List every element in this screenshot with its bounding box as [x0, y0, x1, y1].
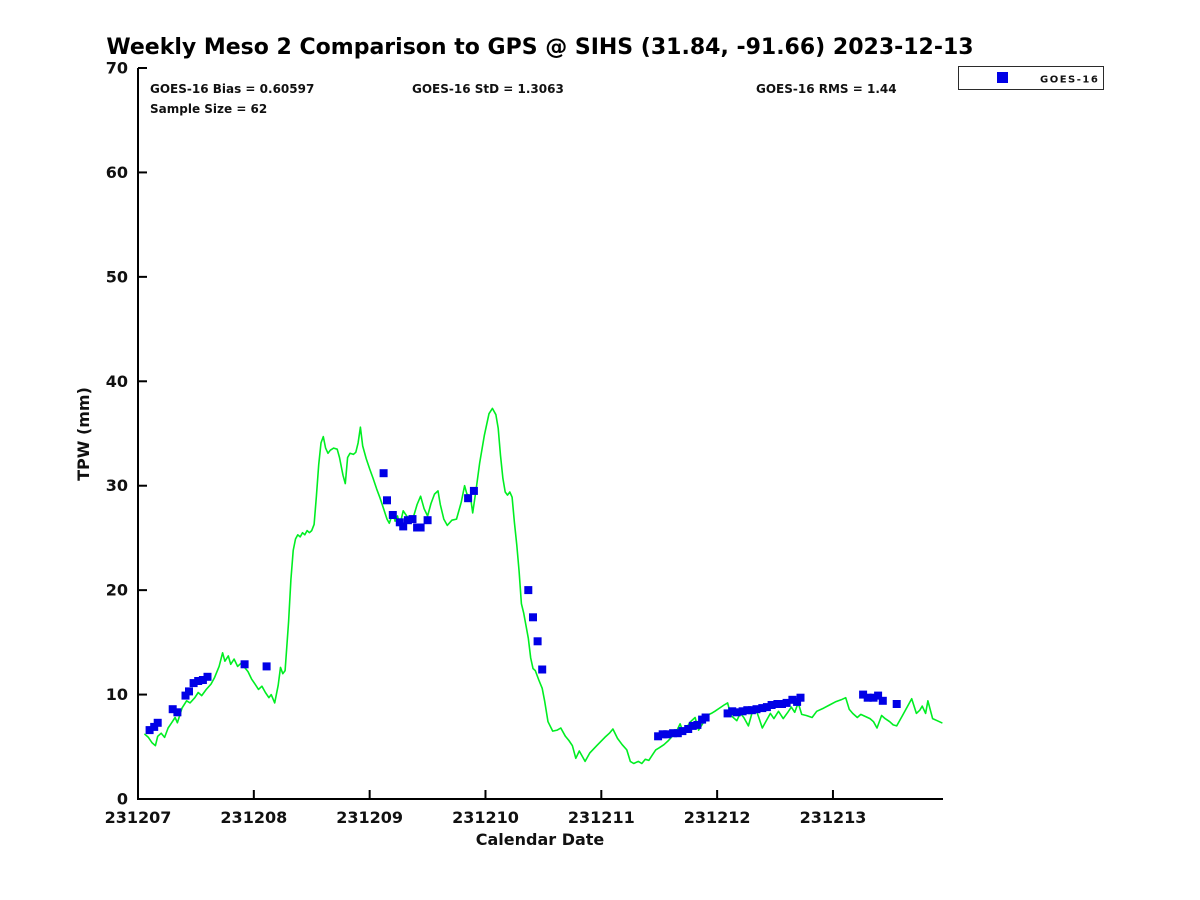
x-tick-label: 231212: [684, 808, 751, 827]
goes16-marker: [262, 662, 271, 671]
goes16-marker: [194, 677, 203, 685]
goes16-marker: [767, 701, 776, 709]
y-tick-label: 10: [106, 685, 128, 704]
gps-line: [144, 407, 943, 765]
goes16-marker: [408, 515, 417, 524]
x-tick-label: 231207: [105, 808, 172, 827]
goes16-marker: [403, 516, 412, 525]
y-tick-label: 20: [106, 581, 128, 600]
y-tick-label: 70: [106, 59, 128, 78]
x-tick-label: 231209: [336, 808, 403, 827]
goes16-marker: [181, 691, 190, 700]
goes16-marker: [693, 720, 702, 729]
legend-box: [958, 66, 1104, 90]
goes16-marker: [743, 706, 752, 715]
goes16-marker: [153, 718, 162, 727]
goes16-marker: [747, 706, 756, 715]
y-tick-label: 30: [106, 476, 128, 495]
legend: GOES-16: [958, 66, 1104, 90]
x-tick-label: 231210: [452, 808, 519, 827]
x-tick-label: 231213: [800, 808, 867, 827]
y-tick-label: 60: [106, 163, 128, 182]
goes16-marker: [752, 705, 761, 714]
stat-rms: GOES-16 RMS = 1.44: [756, 82, 897, 96]
goes16-marker: [684, 725, 693, 733]
goes16-marker: [728, 707, 737, 716]
legend-label: GOES-16: [1040, 75, 1099, 86]
goes16-marker: [773, 700, 782, 708]
goes16-marker: [701, 713, 710, 722]
goes16-marker: [150, 722, 159, 731]
goes16-marker: [469, 486, 478, 495]
goes16-marker: [416, 523, 425, 532]
goes16-marker: [796, 693, 805, 702]
goes16-marker: [399, 522, 408, 531]
goes16-marker: [533, 637, 542, 646]
goes16-marker: [669, 729, 678, 738]
goes16-marker: [688, 721, 697, 730]
axes: 0 10 20 30 40 50 60 70 231207 231208 231209 231210 2…: [105, 59, 943, 827]
goes16-marker: [658, 730, 667, 739]
goes16-marker: [203, 672, 212, 681]
goes16-marker: [778, 700, 786, 708]
goes16-marker: [198, 676, 207, 684]
goes16-marker: [663, 730, 672, 739]
legend-marker-square: [997, 72, 1008, 83]
goes16-marker: [723, 709, 732, 718]
y-tick-label: 40: [106, 372, 128, 391]
goes16-marker: [762, 703, 771, 712]
goes16-marker: [874, 691, 883, 700]
goes16-marker: [654, 732, 663, 741]
goes16-marker: [788, 695, 797, 704]
goes16-marker: [145, 726, 154, 735]
goes16-marker: [168, 705, 177, 714]
chart-title: Weekly Meso 2 Comparison to GPS @ SIHS (…: [106, 35, 973, 60]
stat-bias: GOES-16 Bias = 0.60597: [150, 82, 314, 96]
y-tick-label: 0: [117, 790, 128, 809]
goes16-marker: [869, 693, 878, 702]
y-tick-label: 50: [106, 267, 128, 286]
goes16-marker: [738, 707, 747, 716]
x-axis-label: Calendar Date: [476, 830, 605, 849]
x-tick-label: 231211: [568, 808, 635, 827]
goes16-marker: [379, 469, 388, 478]
goes16-marker: [673, 729, 682, 738]
goes16-marker: [185, 687, 193, 696]
goes16-marker: [793, 697, 802, 706]
goes16-marker: [173, 708, 182, 717]
goes16-marker: [383, 496, 391, 505]
goes16-marker: [859, 690, 868, 699]
stat-sample-size: Sample Size = 62: [150, 102, 267, 116]
stat-std: GOES-16 StD = 1.3063: [412, 82, 564, 96]
goes16-marker: [758, 704, 767, 713]
goes16-marker: [892, 700, 901, 708]
goes16-marker: [189, 679, 198, 688]
goes16-marker: [395, 518, 404, 527]
plot-data: [144, 407, 943, 765]
goes16-marker: [782, 698, 791, 707]
goes16-marker: [423, 516, 432, 525]
goes16-marker: [524, 586, 533, 595]
goes16-marker: [732, 708, 741, 717]
goes16-marker: [388, 511, 397, 519]
goes16-marker: [538, 665, 547, 674]
goes16-marker: [878, 696, 887, 705]
goes16-marker: [240, 660, 249, 669]
goes16-marker: [863, 693, 872, 702]
x-tick-label: 231208: [220, 808, 287, 827]
goes16-marker: [678, 727, 687, 736]
goes16-marker: [529, 613, 537, 622]
goes16-marker: [464, 494, 473, 503]
y-axis-label: TPW (mm): [74, 387, 93, 481]
